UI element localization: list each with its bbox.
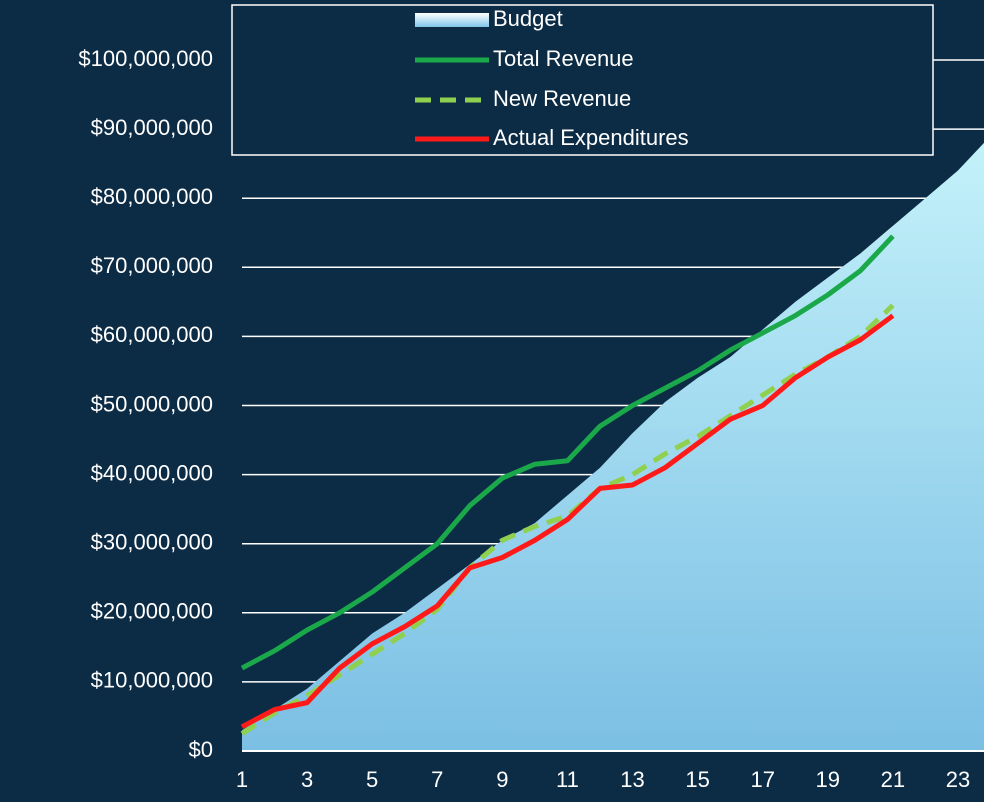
x-tick-label: 21	[881, 767, 905, 792]
y-tick-label: $60,000,000	[91, 322, 213, 347]
legend-swatch	[415, 13, 489, 27]
y-tick-label: $20,000,000	[91, 599, 213, 624]
y-tick-label: $90,000,000	[91, 115, 213, 140]
x-tick-label: 19	[816, 767, 840, 792]
legend-label: Total Revenue	[493, 46, 634, 71]
x-tick-label: 1	[236, 767, 248, 792]
x-tick-label: 7	[431, 767, 443, 792]
y-tick-label: $0	[189, 737, 213, 762]
x-tick-label: 17	[750, 767, 774, 792]
y-tick-label: $100,000,000	[78, 46, 213, 71]
legend-label: Budget	[493, 6, 563, 31]
line	[240, 313, 895, 730]
legend-box	[231, 4, 934, 156]
y-tick-label: $40,000,000	[91, 460, 213, 485]
x-tick-label: 15	[685, 767, 709, 792]
line	[240, 234, 895, 671]
y-tick-label: $80,000,000	[91, 184, 213, 209]
x-tick-label: 9	[496, 767, 508, 792]
x-tick-label: 5	[366, 767, 378, 792]
legend-label: New Revenue	[493, 86, 631, 111]
x-tick-label: 3	[301, 767, 313, 792]
y-tick-label: $50,000,000	[91, 391, 213, 416]
y-tick-label: $30,000,000	[91, 530, 213, 555]
line	[240, 303, 895, 736]
x-tick-label: 23	[946, 767, 970, 792]
x-tick-label: 13	[620, 767, 644, 792]
x-tick-label: 11	[556, 767, 579, 792]
y-tick-label: $70,000,000	[91, 253, 213, 278]
legend-label: Actual Expenditures	[493, 125, 689, 150]
y-tick-label: $10,000,000	[91, 668, 213, 693]
area	[242, 142, 984, 751]
